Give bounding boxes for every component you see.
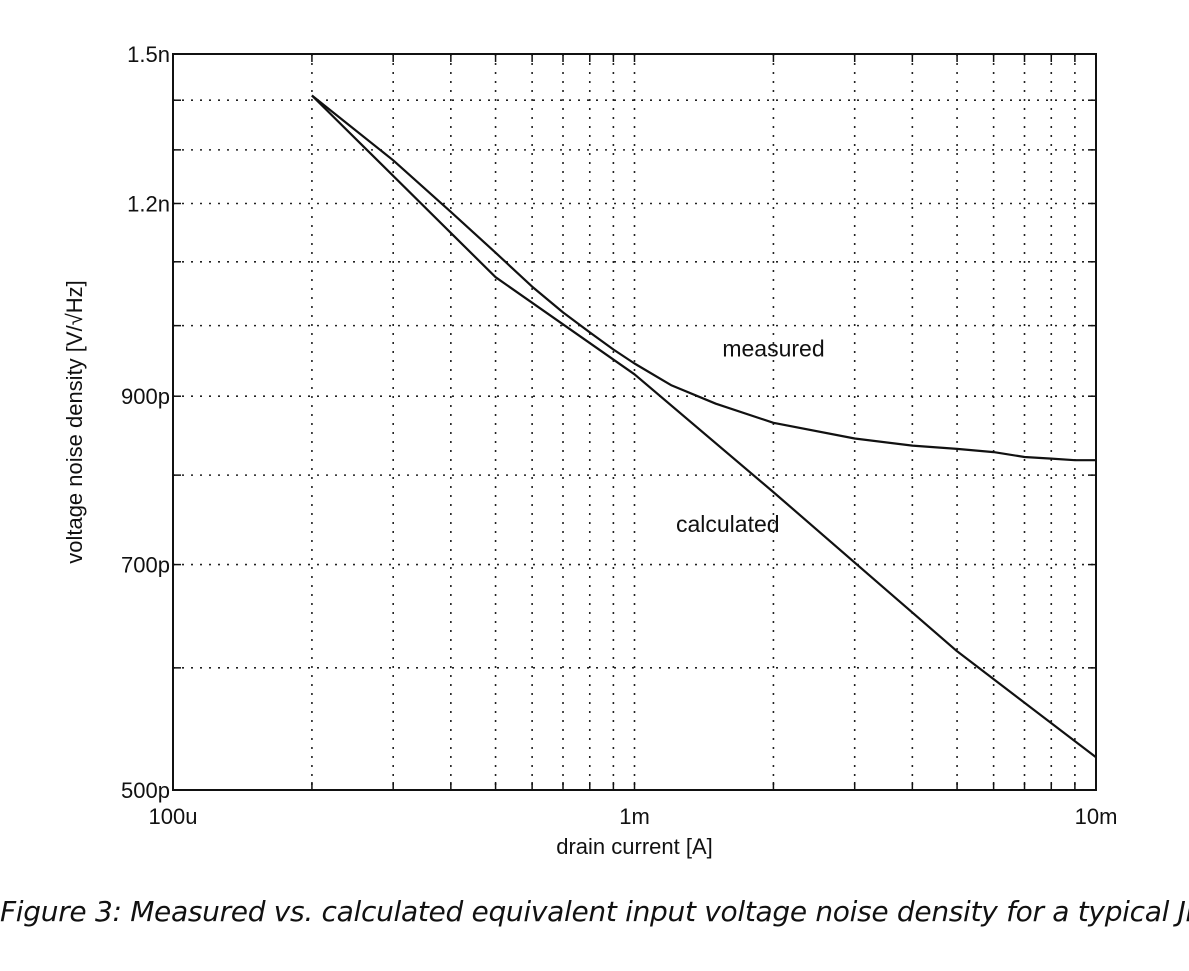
grid-lines bbox=[173, 54, 1096, 790]
noise-density-chart: 100u 1m 10m 500p 700p 900p 1.2n 1.5n measured c… bbox=[62, 42, 1118, 859]
y-tick-label: 1.2n bbox=[127, 191, 170, 216]
axis-ticks bbox=[173, 54, 1096, 790]
series-line-measured bbox=[311, 94, 1096, 462]
figure-caption: Figure 3: Measured vs. calculated equiva… bbox=[0, 895, 1189, 928]
series-lines bbox=[311, 94, 1097, 759]
annotation-calculated: calculated bbox=[676, 511, 780, 537]
y-tick-label: 1.5n bbox=[127, 42, 170, 67]
plot-frame bbox=[172, 53, 1097, 791]
x-tick-labels: 100u 1m 10m bbox=[149, 804, 1118, 829]
series-line-calculated bbox=[311, 94, 1097, 759]
annotation-measured: measured bbox=[722, 335, 824, 361]
y-tick-label: 900p bbox=[121, 384, 170, 409]
x-axis-label: drain current [A] bbox=[556, 834, 713, 859]
x-tick-label: 1m bbox=[619, 804, 650, 829]
y-tick-label: 700p bbox=[121, 553, 170, 578]
x-tick-label: 10m bbox=[1075, 804, 1118, 829]
y-tick-labels: 500p 700p 900p 1.2n 1.5n bbox=[121, 42, 170, 803]
y-tick-label: 500p bbox=[121, 778, 170, 803]
annotations: measured calculated bbox=[676, 335, 825, 536]
x-tick-label: 100u bbox=[149, 804, 198, 829]
y-axis-label: voltage noise density [V/√Hz] bbox=[62, 280, 87, 564]
